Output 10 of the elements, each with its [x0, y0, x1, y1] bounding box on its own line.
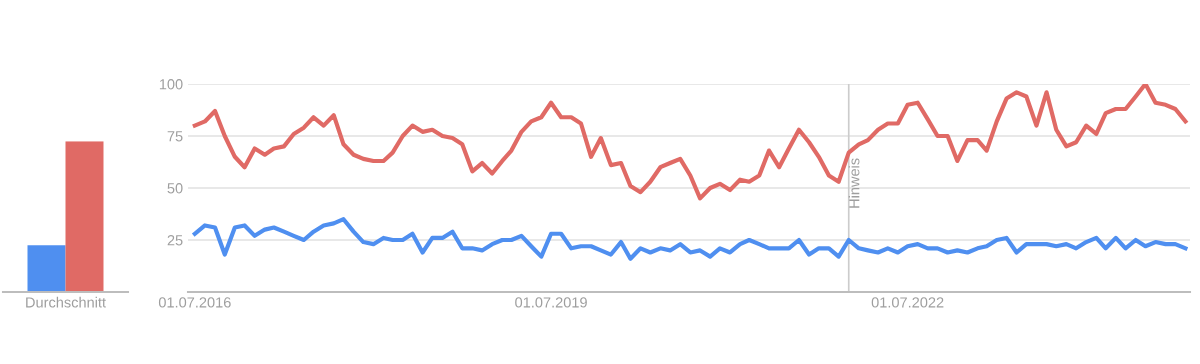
x-tick-label: 01.07.2022 — [871, 297, 944, 308]
x-tick-label: 01.07.2019 — [515, 297, 587, 308]
y-tick-label: 25 — [167, 235, 183, 246]
line-series — [192, 217, 1188, 261]
ref-line-label: Hinweis — [848, 158, 860, 208]
y-tick-label: 100 — [159, 79, 183, 90]
x-tick-label: Durchschnitt — [26, 296, 106, 308]
y-tick-label: 50 — [167, 183, 183, 194]
y-tick-label: 75 — [167, 131, 183, 142]
x-tick-label: 01.07.2016 — [158, 297, 231, 308]
